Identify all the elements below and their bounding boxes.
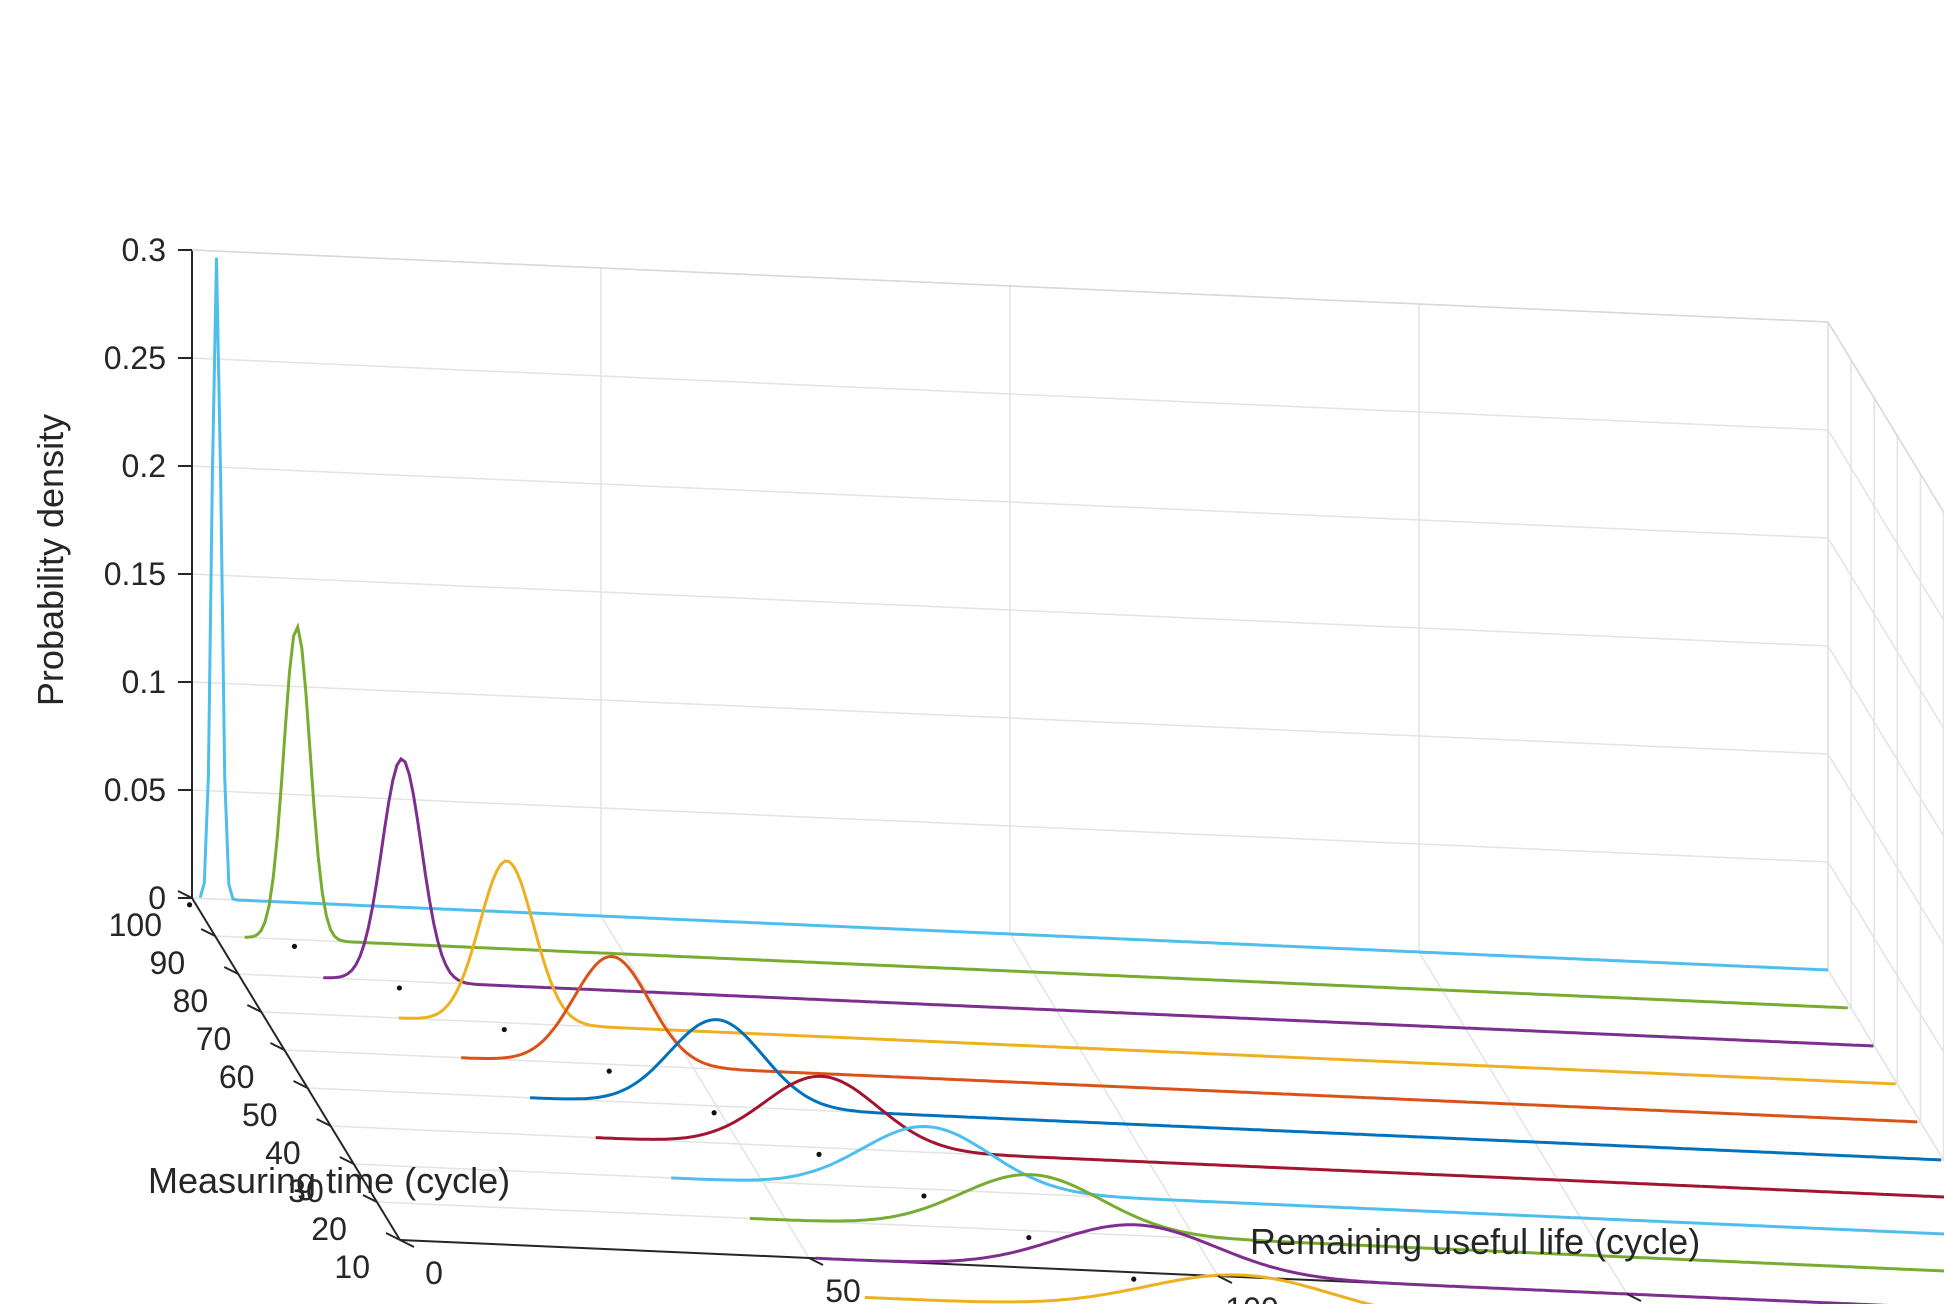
y-tick-mark: [200, 928, 216, 937]
floor-gridline-x: [1827, 969, 1944, 1163]
z-tick-label: 0.2: [122, 448, 166, 484]
y-tick-label: 100: [109, 907, 162, 943]
density-curve-0: [864, 1273, 1375, 1304]
y-tick-mark: [316, 1118, 332, 1127]
back-wall-gridline-z: [191, 681, 1829, 755]
y-tick-mark: [223, 966, 239, 975]
right-wall-gridline-z: [1827, 861, 1944, 1055]
true-rul-markers: [186, 902, 1137, 1282]
x-axis-line: [399, 1239, 1877, 1304]
z-tick-label: 0.1: [122, 664, 166, 700]
y-tick-label: 60: [219, 1059, 255, 1095]
y-tick-label: 30: [288, 1173, 324, 1209]
true-rul-marker-80: [396, 985, 402, 991]
right-wall-gridline-z: [1827, 753, 1944, 947]
density-curve-30: [671, 1124, 1944, 1236]
back-wall-gridline-z: [191, 789, 1829, 863]
right-wall-gridline-z: [1827, 321, 1944, 515]
true-rul-marker-40: [816, 1151, 822, 1157]
true-rul-marker-90: [291, 943, 298, 949]
density-curve-20: [749, 1173, 1944, 1273]
floor-gridline-x: [600, 915, 810, 1259]
x-tick-mark: [399, 1239, 415, 1248]
z-tick-label: 0.25: [104, 340, 166, 376]
density-series: [198, 257, 1944, 1304]
y-tick-mark: [293, 1080, 309, 1089]
right-wall-gridline-z: [1827, 429, 1944, 623]
z-axis-title: Probability density: [30, 414, 71, 706]
x-tick-mark: [808, 1257, 824, 1266]
z-tick-label: 0: [148, 880, 166, 916]
y-tick-label: 10: [334, 1249, 370, 1285]
y-tick-mark: [362, 1194, 378, 1203]
y-tick-label: 50: [242, 1097, 278, 1133]
density-curve-70: [398, 859, 1896, 1086]
x-tick-label: 100: [1225, 1291, 1278, 1304]
y-axis-title: Measuring time (cycle): [148, 1160, 510, 1201]
box-edge: [191, 249, 1829, 323]
back-grid-panes: [191, 249, 1944, 1304]
back-wall-gridline-z: [191, 357, 1829, 431]
right-wall-gridline-z: [1827, 537, 1944, 731]
floor-gridline-x: [1009, 933, 1219, 1277]
true-rul-marker-20: [1026, 1234, 1032, 1241]
axis-box: [191, 249, 1944, 1304]
x-axis-title: Remaining useful life (cycle): [1250, 1221, 1700, 1262]
z-tick-label: 0.3: [122, 232, 166, 268]
true-rul-marker-100: [186, 902, 193, 908]
back-wall-gridline-z: [191, 573, 1829, 647]
y-tick-label: 20: [311, 1211, 347, 1247]
y-tick-mark: [269, 1042, 285, 1051]
y-tick-mark: [385, 1232, 401, 1241]
density-curve-10: [815, 1223, 1890, 1304]
x-tick-label: 0: [425, 1255, 443, 1291]
z-tick-label: 0.05: [104, 772, 166, 808]
density-curve-100: [198, 257, 1829, 972]
box-edge: [1827, 321, 1944, 515]
density-curve-90: [244, 622, 1848, 1010]
y-tick-label: 80: [173, 983, 209, 1019]
floor-gridline-x: [1418, 951, 1628, 1295]
axis-labels: 00.050.10.150.20.250.3102030405060708090…: [104, 232, 1279, 1304]
true-rul-marker-60: [606, 1068, 612, 1074]
density-curve-60: [461, 954, 1918, 1124]
y-tick-mark: [177, 890, 193, 899]
density-curve-40: [595, 1074, 1944, 1199]
x-tick-mark: [1217, 1275, 1233, 1284]
z-tick-label: 0.15: [104, 556, 166, 592]
x-tick-mark: [1626, 1293, 1642, 1302]
density-curve-50: [530, 1018, 1942, 1162]
y-tick-mark: [246, 1004, 262, 1013]
floor-gridline-y: [376, 1201, 1944, 1272]
y-tick-mark: [339, 1156, 355, 1165]
true-rul-marker-30: [921, 1193, 927, 1199]
density-curve-80: [323, 756, 1874, 1048]
axis-ticks: [177, 249, 1642, 1302]
back-wall-gridline-z: [191, 465, 1829, 539]
true-rul-marker-50: [711, 1110, 717, 1116]
y-axis-line: [191, 897, 401, 1241]
y-tick-label: 40: [265, 1135, 301, 1171]
y-tick-label: 90: [150, 945, 186, 981]
x-tick-label: 50: [825, 1273, 861, 1304]
right-wall-gridline-z: [1827, 645, 1944, 839]
right-wall-gridline-z: [1827, 969, 1944, 1163]
true-rul-marker-10: [1131, 1276, 1137, 1282]
true-rul-marker-70: [501, 1026, 507, 1033]
y-tick-label: 70: [196, 1021, 232, 1057]
